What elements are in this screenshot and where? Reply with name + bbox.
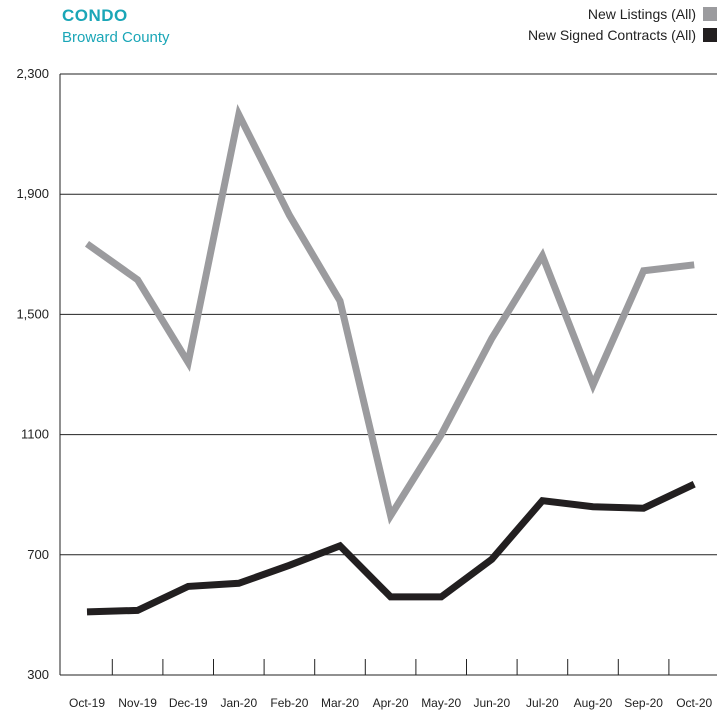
legend-swatch-new-signed-contracts bbox=[703, 28, 717, 42]
y-tick-label: 1,500 bbox=[16, 306, 49, 321]
y-tick-label: 2,300 bbox=[16, 66, 49, 81]
x-tick-label: Sep-20 bbox=[624, 696, 663, 710]
x-tick-label: Jul-20 bbox=[526, 696, 559, 710]
x-tick-label: Nov-19 bbox=[118, 696, 157, 710]
x-tick-label: Oct-20 bbox=[676, 696, 712, 710]
x-tick-label: Jan-20 bbox=[220, 696, 257, 710]
x-tick-label: Dec-19 bbox=[169, 696, 208, 710]
y-tick-label: 1100 bbox=[21, 427, 49, 442]
legend-item-new-listings: New Listings (All) bbox=[588, 6, 717, 22]
y-tick-label: 300 bbox=[27, 667, 49, 682]
x-tick-label: Feb-20 bbox=[270, 696, 308, 710]
x-tick-label: Apr-20 bbox=[373, 696, 409, 710]
x-tick-label: Aug-20 bbox=[574, 696, 613, 710]
legend-swatch-new-listings bbox=[703, 7, 717, 21]
y-tick-label: 1,900 bbox=[16, 186, 49, 201]
chart-subtitle: Broward County bbox=[62, 29, 170, 46]
x-tick-label: Oct-19 bbox=[69, 696, 105, 710]
legend-item-new-signed-contracts: New Signed Contracts (All) bbox=[528, 27, 717, 43]
x-tick-label: Jun-20 bbox=[473, 696, 510, 710]
legend-label-new-signed-contracts: New Signed Contracts (All) bbox=[527, 27, 696, 43]
chart-title: CONDO bbox=[62, 6, 128, 25]
series-line-new-listings bbox=[84, 104, 695, 525]
x-tick-label: Mar-20 bbox=[321, 696, 359, 710]
x-tick-label: May-20 bbox=[421, 696, 461, 710]
y-tick-label: 700 bbox=[27, 547, 49, 562]
legend-label-new-listings: New Listings (All) bbox=[587, 6, 696, 22]
